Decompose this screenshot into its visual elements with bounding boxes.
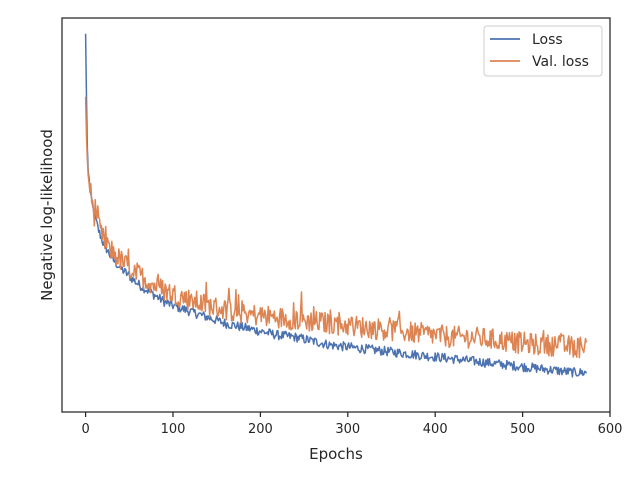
y-axis-label: Negative log-likelihood — [38, 129, 56, 301]
legend: Loss Val. loss — [483, 25, 603, 77]
series-line-0 — [84, 33, 588, 378]
legend-label-1: Val. loss — [532, 54, 589, 70]
x-tick-label-3: 300 — [335, 422, 360, 437]
series-layer — [84, 33, 588, 378]
x-tick-label-2: 200 — [248, 422, 273, 437]
axes-layer: 0 100 200 300 400 500 600 — [61, 17, 623, 437]
x-tick-label-5: 500 — [510, 422, 535, 437]
x-tick-label-0: 0 — [81, 422, 89, 437]
x-axis-label: Epochs — [309, 445, 363, 463]
x-tick-label-1: 100 — [161, 422, 186, 437]
x-tick-label-4: 400 — [423, 422, 448, 437]
x-tick-label-6: 600 — [598, 422, 623, 437]
plot-frame — [61, 17, 611, 413]
series-line-1 — [84, 96, 588, 359]
legend-label-0: Loss — [532, 32, 563, 48]
